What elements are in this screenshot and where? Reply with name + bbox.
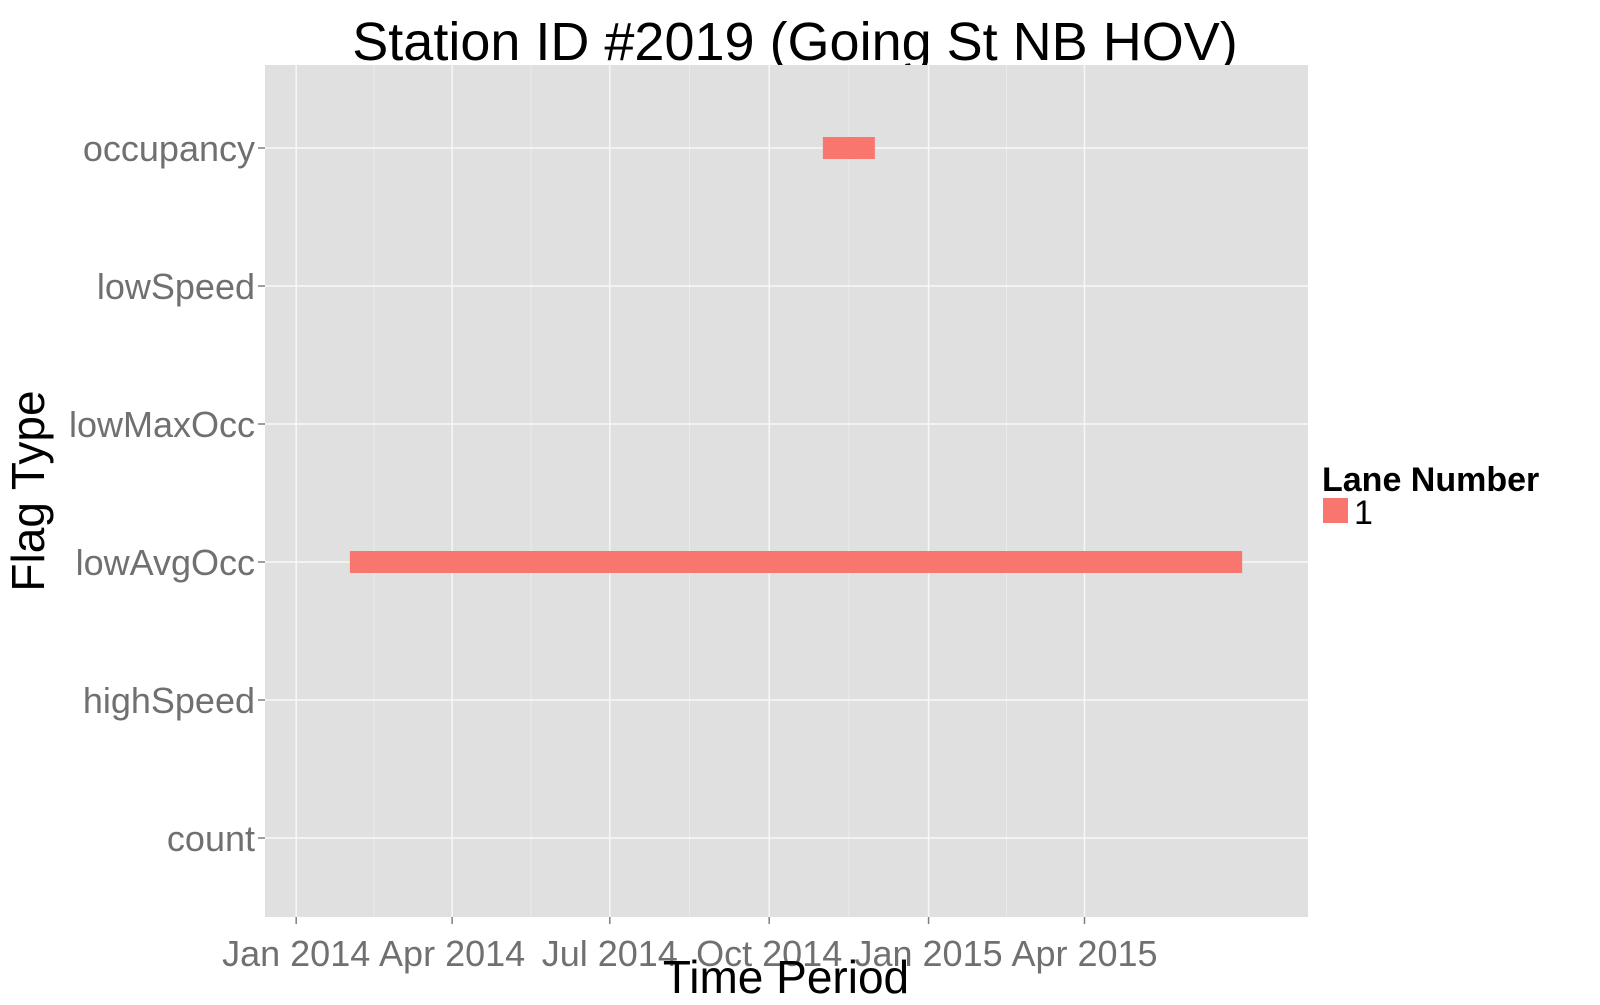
x-tick-label: Apr 2015: [1011, 933, 1157, 974]
x-tick-label: Jul 2014: [542, 933, 678, 974]
legend-item-label: 1: [1354, 494, 1373, 532]
flag-bar-lowAvgOcc: [349, 551, 1243, 573]
y-tick-label: lowAvgOcc: [76, 542, 255, 583]
x-axis-label: Time Period: [663, 951, 909, 1000]
y-axis-label: Flag Type: [2, 390, 54, 591]
x-tick-label: Jan 2014: [222, 933, 370, 974]
flag-bar-occupancy: [822, 137, 875, 159]
x-tick-label: Apr 2014: [379, 933, 525, 974]
y-tick-label: lowSpeed: [97, 266, 255, 307]
x-tick-label: Jan 2015: [854, 933, 1002, 974]
legend: Lane Number 1: [1321, 461, 1539, 532]
plot-panel: [265, 65, 1308, 917]
legend-title: Lane Number: [1322, 461, 1539, 499]
x-axis: Jan 2014 Apr 2014 Jul 2014 Oct 2014 Jan 2015…: [222, 917, 1158, 974]
y-tick-label: occupancy: [83, 128, 255, 169]
y-tick-label: highSpeed: [83, 680, 255, 721]
y-axis: count highSpeed lowAvgOcc lowMaxOcc lowSpeed…: [69, 128, 265, 859]
y-tick-label: count: [167, 818, 255, 859]
legend-key: [1321, 496, 1350, 525]
x-tick-label: Oct 2014: [696, 933, 842, 974]
minor-gridlines: [373, 65, 1008, 917]
y-tick-label: lowMaxOcc: [69, 404, 255, 445]
chart-title: Station ID #2019 (Going St NB HOV): [352, 12, 1237, 72]
flag-bars: [349, 137, 1243, 573]
